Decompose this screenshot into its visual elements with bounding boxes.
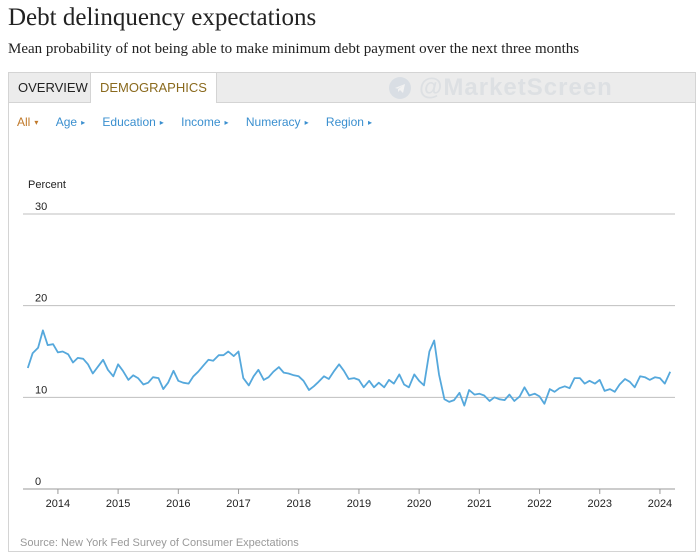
x-tick-label: 2020: [407, 498, 431, 510]
filter-all-label: All: [17, 115, 31, 129]
x-tick-label: 2023: [588, 498, 612, 510]
filter-age[interactable]: Age ▸: [56, 115, 85, 129]
tick-layer: 0 10 20 30 2014 2015 2016 2017 2018 2019 2020 2021 2…: [35, 201, 672, 510]
caret-down-icon: ▾: [34, 118, 39, 127]
filter-education[interactable]: Education ▸: [102, 115, 163, 129]
watermark: @MarketScreen: [389, 73, 689, 103]
page-subtitle: Mean probability of not being able to ma…: [8, 41, 580, 57]
filter-region[interactable]: Region ▸: [326, 115, 372, 129]
filter-bar: All ▾ Age ▸ Education ▸ Income ▸ Numeracy ▸ R…: [17, 115, 386, 133]
page-title: Debt delinquency expectations: [8, 4, 317, 31]
grid-layer: [23, 213, 675, 490]
tab-demographics[interactable]: DEMOGRAPHICS: [91, 73, 217, 103]
telegram-icon: [389, 77, 411, 99]
series-line-all[interactable]: [26, 329, 672, 407]
y-tick-label: 20: [35, 293, 47, 305]
filter-education-label: Education: [102, 115, 156, 129]
source-note: Source: New York Fed Survey of Consumer …: [20, 537, 299, 549]
y-axis-label: Percent: [28, 179, 66, 191]
x-tick-label: 2015: [106, 498, 130, 510]
caret-right-icon: ▸: [367, 118, 372, 127]
x-tick-label: 2016: [166, 498, 190, 510]
x-tick-label: 2021: [467, 498, 491, 510]
series-layer: [26, 329, 672, 407]
caret-right-icon: ▸: [304, 118, 309, 127]
filter-numeracy-label: Numeracy: [245, 115, 301, 129]
x-tick-label: 2017: [226, 498, 250, 510]
caret-right-icon: ▸: [81, 118, 86, 127]
x-tick-label: 2018: [286, 498, 310, 510]
x-tick-label: 2019: [347, 498, 371, 510]
filter-age-label: Age: [55, 115, 78, 129]
line-chart: Percent 0 10 20 30 2014 2015 2016 2017 2018 2019 2…: [23, 179, 675, 510]
x-tick-label: 2024: [648, 498, 672, 510]
filter-income-label: Income: [181, 115, 221, 129]
caret-right-icon: ▸: [159, 118, 164, 127]
tab-overview[interactable]: OVERVIEW: [9, 73, 91, 103]
filter-numeracy[interactable]: Numeracy ▸: [246, 115, 309, 129]
watermark-text: @MarketScreen: [419, 74, 613, 101]
filter-all[interactable]: All ▾: [17, 115, 38, 129]
filter-income[interactable]: Income ▸: [181, 115, 228, 129]
y-tick-label: 0: [35, 476, 41, 488]
chart-panel: OVERVIEW DEMOGRAPHICS @MarketScreen All ▾…: [8, 72, 696, 552]
tab-bar: OVERVIEW DEMOGRAPHICS @MarketScreen: [9, 73, 695, 103]
x-tick-label: 2014: [46, 498, 70, 510]
filter-region-label: Region: [325, 115, 364, 129]
caret-right-icon: ▸: [224, 118, 229, 127]
y-tick-label: 10: [35, 384, 47, 396]
y-tick-label: 30: [35, 201, 47, 213]
x-tick-label: 2022: [527, 498, 551, 510]
